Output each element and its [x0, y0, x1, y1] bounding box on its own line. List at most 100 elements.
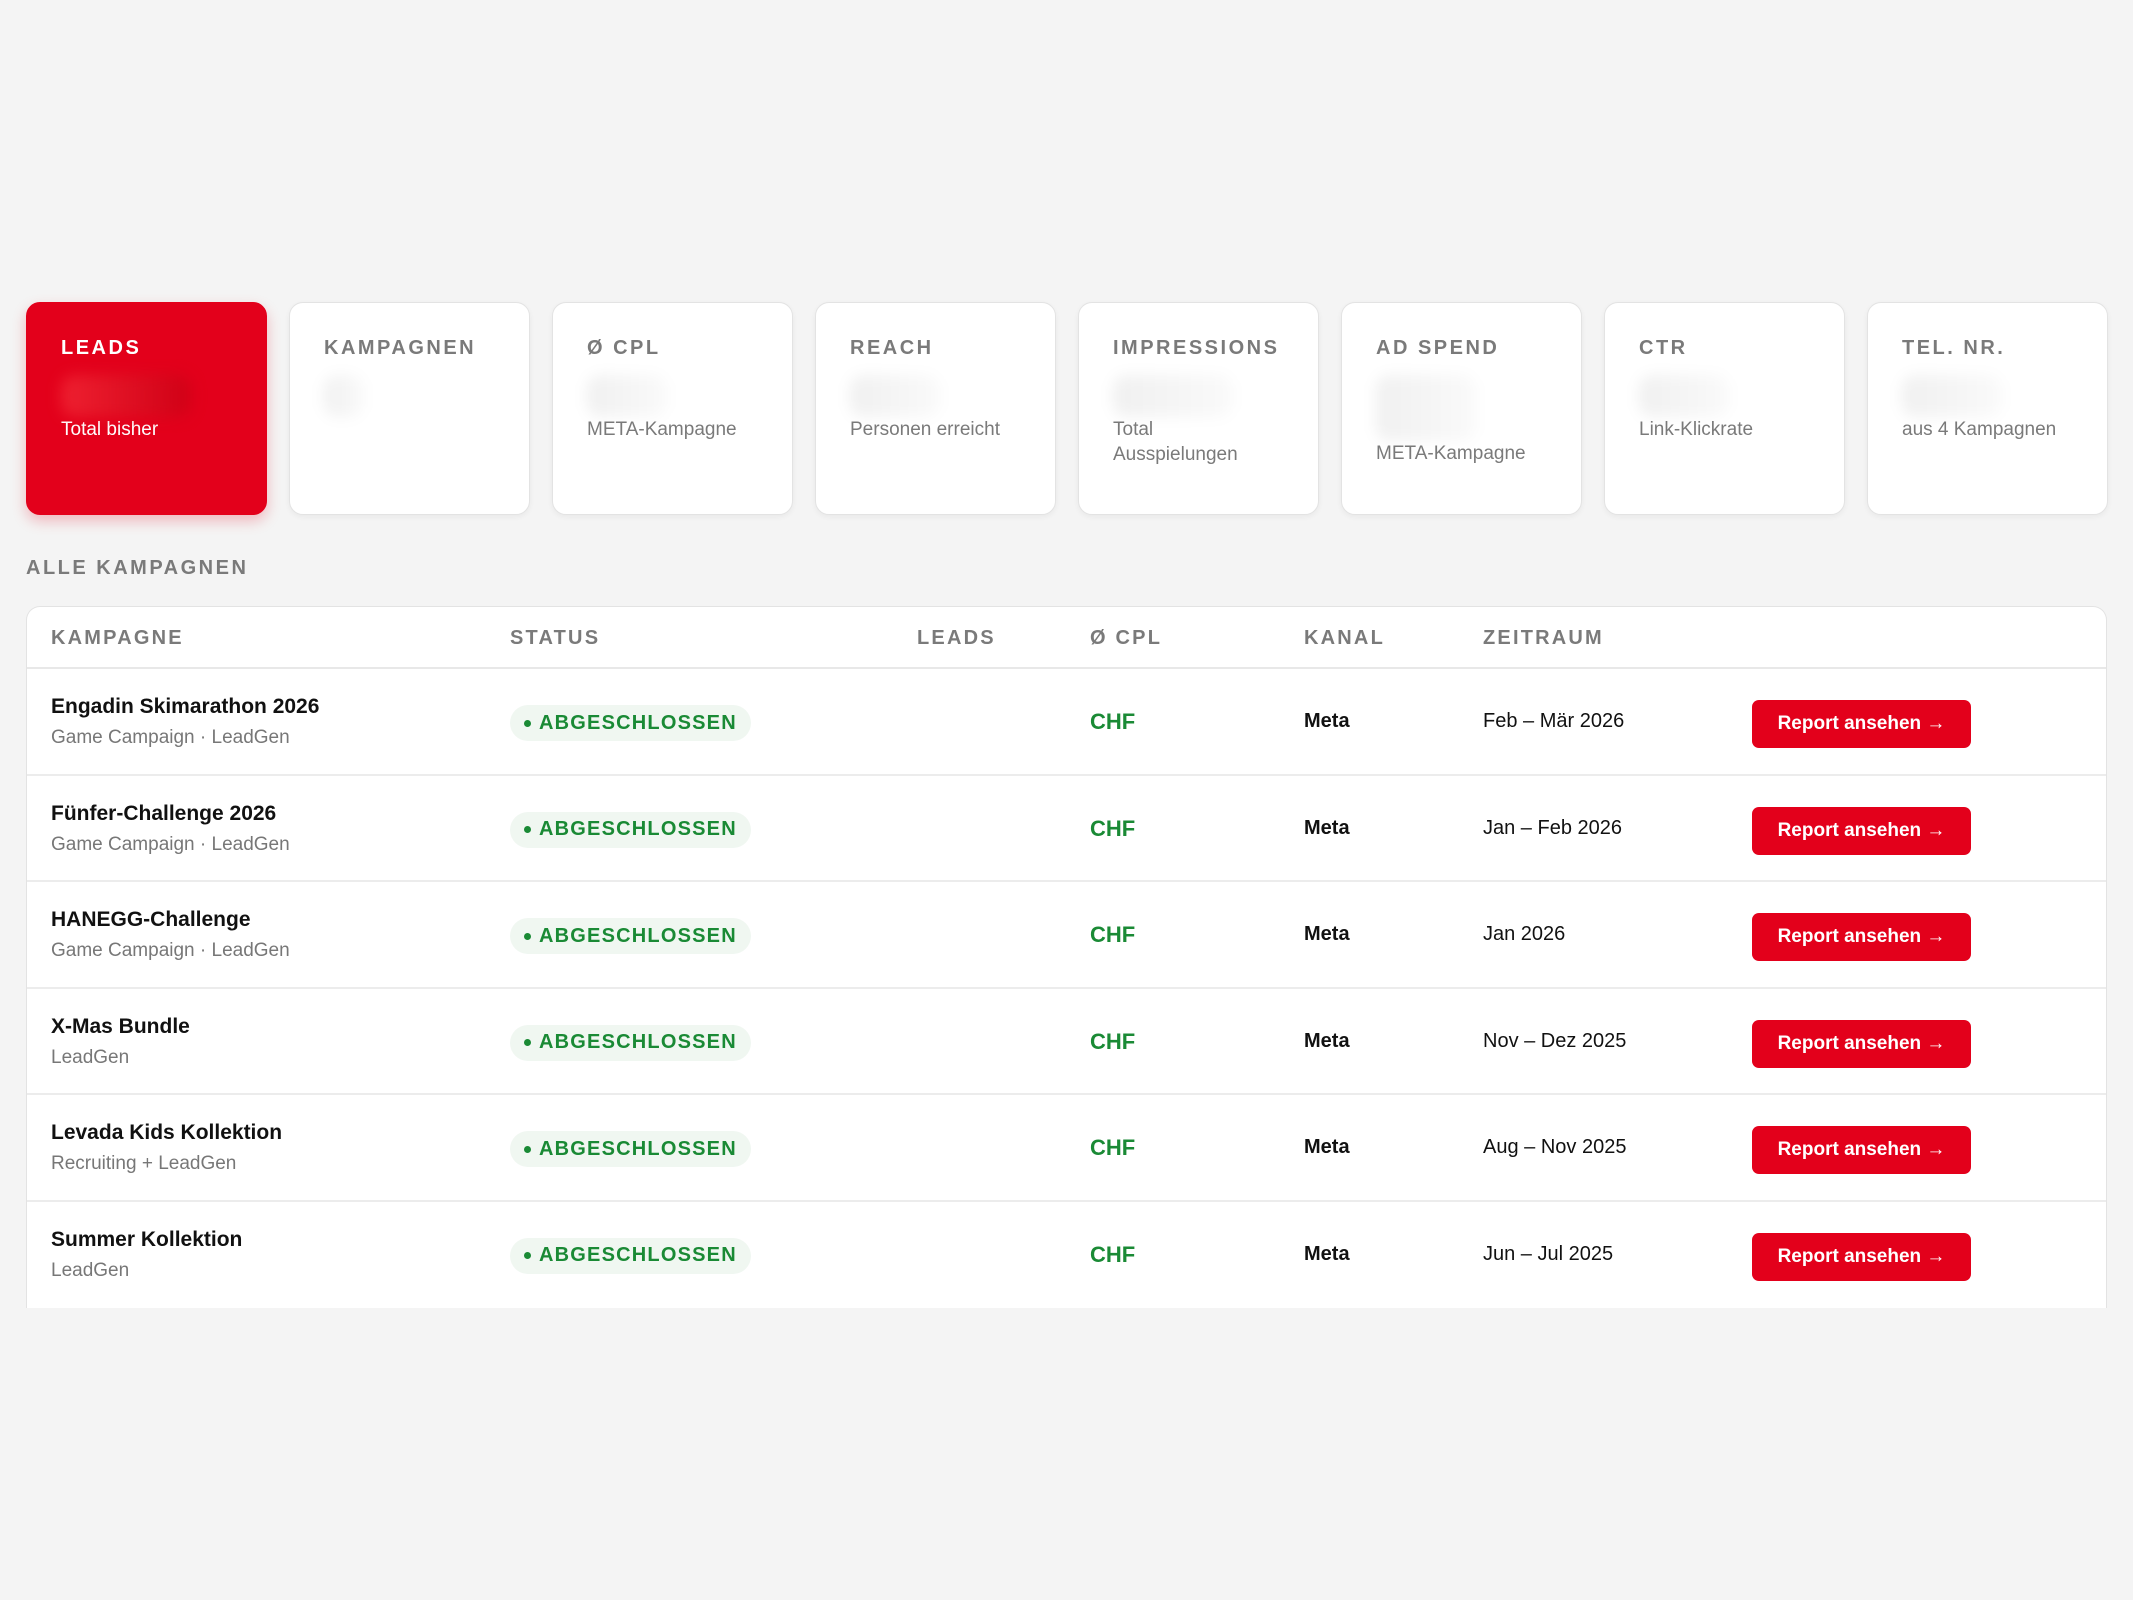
kpi-value-redacted [61, 375, 191, 417]
status-badge: ABGESCHLOSSEN [510, 811, 751, 848]
cpl-value: CHF [1090, 1028, 1136, 1054]
cpl-value: CHF [1090, 815, 1136, 841]
status-text: ABGESCHLOSSEN [539, 818, 737, 840]
report-button[interactable]: Report ansehen → [1752, 700, 1971, 748]
kpi-value-redacted [1639, 375, 1729, 417]
campaign-title: Fünfer-Challenge 2026 [51, 801, 277, 825]
status-dot-icon [524, 1252, 531, 1259]
table-row: Engadin Skimarathon 2026 Game Campaign ·… [27, 669, 2106, 776]
campaign-cell: HANEGG-Challenge Game Campaign · LeadGen [51, 908, 290, 962]
header-kanal: KANAL [1304, 627, 1385, 649]
table-row: HANEGG-Challenge Game Campaign · LeadGen… [27, 882, 2106, 989]
status-text: ABGESCHLOSSEN [539, 1031, 737, 1053]
kanal-value: Meta [1304, 816, 1350, 839]
report-button[interactable]: Report ansehen → [1752, 1126, 1971, 1174]
kpi-subtitle: aus 4 Kampagnen [1902, 419, 2057, 440]
kpi-subtitle: META-Kampagne [587, 419, 737, 440]
campaign-type: Game Campaign · LeadGen [51, 940, 290, 961]
status-badge: ABGESCHLOSSEN [510, 705, 751, 741]
header-kampagne: KAMPAGNE [51, 627, 184, 649]
kpi-value-redacted [1902, 375, 2002, 417]
status-dot-icon [524, 826, 531, 833]
status-badge: ABGESCHLOSSEN [510, 1237, 751, 1274]
campaign-cell: Summer Kollektion LeadGen [51, 1228, 242, 1282]
kpi-subtitle: META-Kampagne [1376, 443, 1526, 464]
campaigns-table: KAMPAGNE STATUS LEADS Ø CPL KANAL ZEITRA… [26, 606, 2107, 1308]
kanal-value: Meta [1304, 1029, 1350, 1052]
campaign-type: LeadGen [51, 1259, 130, 1281]
status-dot-icon [524, 1145, 531, 1153]
kanal-value: Meta [1304, 1136, 1350, 1158]
status-badge: ABGESCHLOSSEN [510, 1131, 751, 1167]
kpi-card-ctr: CTR Link-Klickrate [1604, 302, 1845, 515]
kanal-value: Meta [1304, 1242, 1350, 1265]
status-dot-icon [524, 1039, 531, 1046]
zeitraum-value: Aug – Nov 2025 [1483, 1136, 1627, 1158]
campaign-title: Summer Kollektion [51, 1227, 243, 1251]
kpi-card-impressions: IMPRESSIONS Total Ausspielungen [1078, 302, 1319, 515]
report-button[interactable]: Report ansehen → [1752, 1019, 1971, 1068]
kpi-card-cpl: Ø CPL META-Kampagne [552, 302, 793, 515]
kpi-card-leads: LEADS Total bisher [26, 302, 267, 515]
table-row: X-Mas Bundle LeadGen ABGESCHLOSSEN CHF M… [27, 989, 2106, 1095]
table-row: Summer Kollektion LeadGen ABGESCHLOSSEN … [27, 1202, 2106, 1309]
section-title: ALLE KAMPAGNEN [26, 557, 249, 579]
zeitraum-value: Jan 2026 [1483, 923, 1566, 945]
report-button[interactable]: Report ansehen → [1752, 1232, 1971, 1281]
status-badge: ABGESCHLOSSEN [510, 918, 751, 954]
kpi-subtitle: Personen erreicht [850, 419, 1000, 440]
campaign-cell: X-Mas Bundle LeadGen [51, 1015, 190, 1069]
kpi-label: LEADS [61, 337, 142, 359]
zeitraum-value: Feb – Mär 2026 [1483, 710, 1625, 732]
header-leads: LEADS [917, 627, 996, 649]
campaign-type: Recruiting + LeadGen [51, 1153, 237, 1174]
status-text: ABGESCHLOSSEN [539, 1244, 737, 1266]
campaign-title: HANEGG-Challenge [51, 908, 251, 931]
table-row: Fünfer-Challenge 2026 Game Campaign · Le… [27, 776, 2106, 882]
kpi-value-redacted [1113, 375, 1233, 417]
kpi-row: LEADS Total bisher KAMPAGNEN Ø CPL META-… [26, 302, 2108, 515]
cpl-value: CHF [1090, 1135, 1136, 1160]
status-text: ABGESCHLOSSEN [539, 924, 737, 947]
kpi-subtitle: Total bisher [61, 419, 159, 440]
report-button[interactable]: Report ansehen → [1752, 806, 1971, 855]
campaign-cell: Fünfer-Challenge 2026 Game Campaign · Le… [51, 802, 290, 856]
campaign-type: Game Campaign · LeadGen [51, 833, 290, 855]
report-button[interactable]: Report ansehen → [1752, 913, 1971, 961]
kpi-label: AD SPEND [1376, 337, 1500, 359]
campaign-type: LeadGen [51, 1046, 130, 1068]
kpi-card-tel-nr: TEL. NR. aus 4 Kampagnen [1867, 302, 2108, 515]
kpi-value-redacted [324, 375, 364, 417]
zeitraum-value: Jun – Jul 2025 [1483, 1242, 1614, 1265]
header-zeitraum: ZEITRAUM [1483, 627, 1604, 649]
kpi-card-ad-spend: AD SPEND META-Kampagne [1341, 302, 1582, 515]
kpi-value-redacted [587, 375, 667, 417]
kpi-label: KAMPAGNEN [324, 337, 477, 359]
header-cpl: Ø CPL [1090, 627, 1163, 649]
table-row: Levada Kids Kollektion Recruiting + Lead… [27, 1095, 2106, 1202]
kanal-value: Meta [1304, 923, 1350, 945]
campaign-type: Game Campaign · LeadGen [51, 727, 290, 748]
campaign-title: X-Mas Bundle [51, 1014, 190, 1038]
kpi-label: IMPRESSIONS [1113, 337, 1280, 359]
kpi-label: TEL. NR. [1902, 337, 2006, 359]
cpl-value: CHF [1090, 1241, 1136, 1267]
kpi-subtitle: Link-Klickrate [1639, 419, 1754, 440]
campaign-title: Engadin Skimarathon 2026 [51, 695, 320, 718]
campaign-title: Levada Kids Kollektion [51, 1121, 283, 1144]
zeitraum-value: Nov – Dez 2025 [1483, 1029, 1627, 1052]
status-dot-icon [524, 932, 531, 940]
kpi-label: REACH [850, 337, 934, 359]
status-text: ABGESCHLOSSEN [539, 1137, 737, 1160]
kpi-label: Ø CPL [587, 337, 661, 359]
status-badge: ABGESCHLOSSEN [510, 1024, 751, 1061]
cpl-value: CHF [1090, 709, 1136, 734]
campaign-cell: Levada Kids Kollektion Recruiting + Lead… [51, 1121, 282, 1175]
campaign-cell: Engadin Skimarathon 2026 Game Campaign ·… [51, 695, 319, 749]
kpi-value-redacted [1376, 375, 1476, 441]
status-dot-icon [524, 719, 531, 727]
kpi-subtitle: Total Ausspielungen [1113, 419, 1238, 465]
kpi-card-kampagnen: KAMPAGNEN [289, 302, 530, 515]
kpi-value-redacted [850, 375, 940, 417]
